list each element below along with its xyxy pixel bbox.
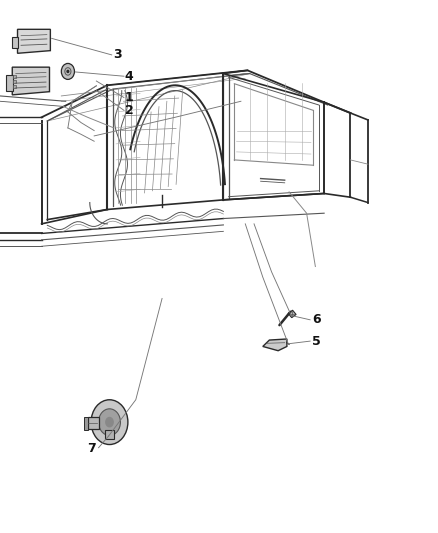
Bar <box>13 80 16 83</box>
Circle shape <box>61 63 74 79</box>
Text: 5: 5 <box>312 335 321 348</box>
Bar <box>13 85 16 88</box>
Text: 3: 3 <box>113 49 122 61</box>
Polygon shape <box>263 339 287 351</box>
Bar <box>6 75 13 91</box>
Bar <box>13 75 16 78</box>
Text: 1: 1 <box>125 91 134 103</box>
Bar <box>12 37 18 48</box>
Polygon shape <box>288 310 296 318</box>
Polygon shape <box>84 417 88 430</box>
Text: 7: 7 <box>88 442 96 455</box>
Text: 4: 4 <box>125 70 134 83</box>
Bar <box>88 417 99 429</box>
Bar <box>105 430 114 439</box>
Polygon shape <box>18 29 50 53</box>
Polygon shape <box>12 67 49 95</box>
Text: 6: 6 <box>312 313 321 326</box>
Circle shape <box>105 417 114 427</box>
Circle shape <box>67 70 69 72</box>
Circle shape <box>99 409 120 435</box>
Text: 2: 2 <box>125 104 134 117</box>
Circle shape <box>91 400 128 445</box>
